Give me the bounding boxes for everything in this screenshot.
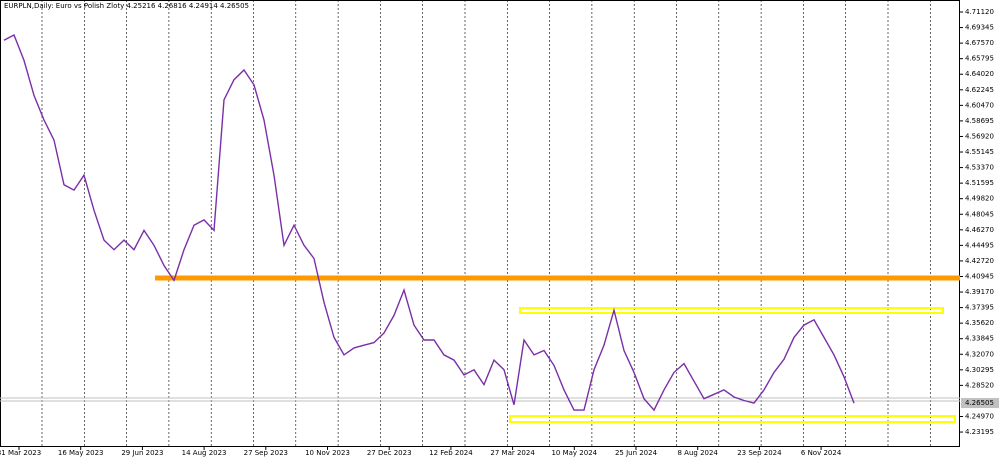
y-tick-label: 4.56920 (965, 132, 994, 140)
ohlc-high: 4.26816 (158, 2, 187, 10)
x-tick-label: 16 May 2023 (58, 449, 104, 457)
y-tick-label: 4.53370 (965, 164, 994, 172)
x-tick-label: 8 Aug 2024 (678, 449, 719, 457)
y-tick-label: 4.65795 (965, 55, 994, 63)
y-tick-label: 4.24970 (965, 412, 994, 420)
x-tick-label: 12 Feb 2024 (429, 449, 473, 457)
y-tick-label: 4.30295 (965, 366, 994, 374)
x-tick-label: 25 Jun 2024 (615, 449, 658, 457)
y-tick-label: 4.58695 (965, 117, 994, 125)
y-tick-label: 4.40945 (965, 272, 994, 280)
x-tick-label: 27 Dec 2023 (367, 449, 412, 457)
y-tick-label: 4.69345 (965, 24, 994, 32)
y-tick-label: 4.32070 (965, 350, 994, 358)
current-price-label: 4.26505 (965, 399, 994, 407)
y-tick-label: 4.64020 (965, 70, 994, 78)
x-tick-label: 31 Mar 2023 (0, 449, 41, 457)
x-tick-label: 6 Nov 2024 (801, 449, 842, 457)
x-tick-label: 14 Aug 2023 (182, 449, 227, 457)
y-tick-label: 4.55145 (965, 148, 994, 156)
x-tick-label: 27 Sep 2023 (244, 449, 288, 457)
x-tick-label: 10 May 2024 (551, 449, 597, 457)
y-tick-label: 4.67570 (965, 39, 994, 47)
chart-header: EURPLN,Daily: Euro vs Polish Zloty 4.252… (4, 2, 249, 10)
y-tick-label: 4.62245 (965, 86, 994, 94)
y-tick-label: 4.28520 (965, 381, 994, 389)
y-tick-label: 4.46270 (965, 226, 994, 234)
y-tick-label: 4.51595 (965, 179, 994, 187)
period-separators (41, 0, 931, 447)
y-tick-label: 4.42720 (965, 257, 994, 265)
x-tick-label: 29 Jun 2023 (121, 449, 163, 457)
ohlc-open: 4.25216 (126, 2, 155, 10)
y-tick-label: 4.39170 (965, 288, 994, 296)
y-tick-label: 4.48045 (965, 210, 994, 218)
y-tick-label: 4.49820 (965, 195, 994, 203)
x-tick-label: 10 Nov 2023 (305, 449, 350, 457)
current-price-box (961, 398, 999, 409)
x-tick-label: 23 Sep 2024 (737, 449, 782, 457)
y-tick-label: 4.33845 (965, 335, 994, 343)
plot-frame (0, 0, 960, 447)
x-tick-label: 27 Mar 2024 (490, 449, 535, 457)
y-tick-label: 4.71120 (965, 8, 994, 16)
price-line (3, 34, 855, 412)
y-tick-label: 4.60470 (965, 101, 994, 109)
chart-title: EURPLN,Daily: Euro vs Polish Zloty (4, 2, 124, 10)
y-tick-label: 4.37395 (965, 304, 994, 312)
support-zone (509, 415, 956, 423)
y-tick-label: 4.23195 (965, 428, 994, 436)
ohlc-close: 4.26505 (220, 2, 249, 10)
y-tick-label: 4.35620 (965, 319, 994, 327)
resistance-zone (519, 307, 944, 314)
ohlc-low: 4.24914 (189, 2, 218, 10)
y-tick-label: 4.44495 (965, 241, 994, 249)
